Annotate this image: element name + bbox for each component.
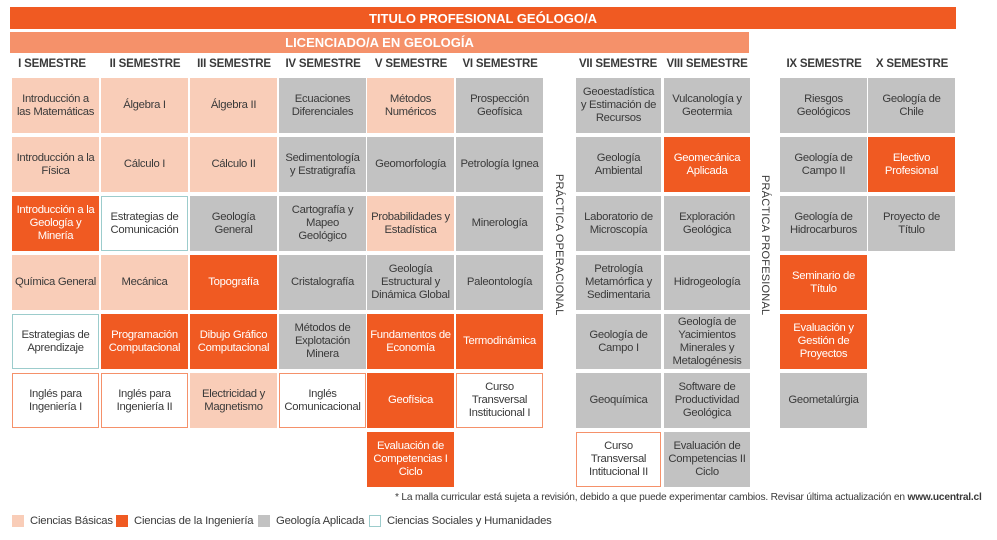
course-cell[interactable]: Inglés para Ingeniería II [101, 373, 188, 428]
course-cell[interactable]: Geoestadística y Estimación de Recursos [576, 78, 661, 133]
course-cell[interactable]: Ecuaciones Diferenciales [279, 78, 366, 133]
semester-header: II SEMESTRE [109, 58, 181, 70]
course-cell[interactable]: Petrología Metamórfica y Sedimentaria [576, 255, 661, 310]
course-cell[interactable]: Geología de Campo II [780, 137, 867, 192]
semester-header: X SEMESTRE [875, 58, 949, 70]
course-cell[interactable]: Cálculo I [101, 137, 188, 192]
course-cell[interactable]: Topografía [190, 255, 277, 310]
note-text: * La malla curricular está sujeta a revi… [395, 492, 908, 503]
legend-label: Ciencias Básicas [30, 515, 113, 527]
course-cell[interactable]: Petrología Ignea [456, 137, 543, 192]
legend-swatch [258, 515, 270, 527]
course-cell[interactable]: Geomorfología [367, 137, 454, 192]
course-cell[interactable]: Proyecto de Título [868, 196, 955, 251]
semester-header: V SEMESTRE [374, 58, 448, 70]
course-cell[interactable]: Geometalúrgia [780, 373, 867, 428]
course-cell[interactable]: Programación Computacional [101, 314, 188, 369]
course-cell[interactable]: Electivo Profesional [868, 137, 955, 192]
course-cell[interactable]: Vulcanología y Geotermia [664, 78, 750, 133]
title-banner: TITULO PROFESIONAL GEÓLOGO/A [10, 7, 956, 29]
course-cell[interactable]: Geología de Yacimientos Minerales y Meta… [664, 314, 750, 369]
program-title: TITULO PROFESIONAL GEÓLOGO/A [369, 10, 597, 26]
semester-header: VIII SEMESTRE [666, 58, 748, 70]
course-cell[interactable]: Estrategias de Comunicación [101, 196, 188, 251]
semester-header: VII SEMESTRE [578, 58, 658, 70]
legend-swatch [116, 515, 128, 527]
course-cell[interactable]: Geología General [190, 196, 277, 251]
semester-header: IX SEMESTRE [786, 58, 862, 70]
course-cell[interactable]: Riesgos Geológicos [780, 78, 867, 133]
legend-ciencias-ingenieria: Ciencias de la Ingeniería [116, 515, 254, 527]
semester-header: I SEMESTRE [18, 58, 86, 70]
course-cell[interactable]: Métodos de Explotación Minera [279, 314, 366, 369]
course-cell[interactable]: Hidrogeología [664, 255, 750, 310]
course-cell[interactable]: Inglés para Ingeniería I [12, 373, 99, 428]
course-cell[interactable]: Cálculo II [190, 137, 277, 192]
course-cell[interactable]: Química General [12, 255, 99, 310]
course-cell[interactable]: Métodos Numéricos [367, 78, 454, 133]
ucentral-link[interactable]: www.ucentral.cl [907, 492, 982, 503]
course-cell[interactable]: Prospección Geofísica [456, 78, 543, 133]
course-cell[interactable]: Introducción a la Física [12, 137, 99, 192]
degree-title: LICENCIADO/A EN GEOLOGÍA [285, 35, 474, 50]
legend-ciencias-basicas: Ciencias Básicas [12, 515, 113, 527]
course-cell[interactable]: Geomecánica Aplicada [664, 137, 750, 192]
course-cell[interactable]: Software de Productividad Geológica [664, 373, 750, 428]
legend-ciencias-sociales: Ciencias Sociales y Humanidades [369, 515, 552, 527]
subtitle-banner: LICENCIADO/A EN GEOLOGÍA [10, 32, 749, 53]
course-cell[interactable]: Evaluación de Competencias II Ciclo [664, 432, 750, 487]
course-cell[interactable]: Geología Ambiental [576, 137, 661, 192]
course-cell[interactable]: Geología de Hidrocarburos [780, 196, 867, 251]
semester-header: VI SEMESTRE [462, 58, 538, 70]
legend-label: Ciencias Sociales y Humanidades [387, 515, 552, 527]
course-cell[interactable]: Seminario de Título [780, 255, 867, 310]
legend-geologia-aplicada: Geología Aplicada [258, 515, 365, 527]
course-cell[interactable]: Geoquímica [576, 373, 661, 428]
course-cell[interactable]: Álgebra II [190, 78, 277, 133]
semester-header: III SEMESTRE [197, 58, 271, 70]
course-cell[interactable]: Introducción a la Geología y Minería [12, 196, 99, 251]
course-cell[interactable]: Mecánica [101, 255, 188, 310]
course-cell[interactable]: Estrategias de Aprendizaje [12, 314, 99, 369]
course-cell[interactable]: Paleontología [456, 255, 543, 310]
course-cell[interactable]: Evaluación de Competencias I Ciclo [367, 432, 454, 487]
legend-swatch [369, 515, 381, 527]
course-cell[interactable]: Minerología [456, 196, 543, 251]
course-cell[interactable]: Probabilidades y Estadística [367, 196, 454, 251]
course-cell[interactable]: Geología de Chile [868, 78, 955, 133]
course-cell[interactable]: Álgebra I [101, 78, 188, 133]
course-cell[interactable]: Dibujo Gráfico Computacional [190, 314, 277, 369]
course-cell[interactable]: Electricidad y Magnetismo [190, 373, 277, 428]
semester-header: IV SEMESTRE [285, 58, 361, 70]
course-cell[interactable]: Evaluación y Gestión de Proyectos [780, 314, 867, 369]
course-cell[interactable]: Geología de Campo I [576, 314, 661, 369]
course-cell[interactable]: Cristalografía [279, 255, 366, 310]
course-cell[interactable]: Geología Estructural y Dinámica Global [367, 255, 454, 310]
course-cell[interactable]: Inglés Comunicacional [279, 373, 366, 428]
legend-label: Geología Aplicada [276, 515, 365, 527]
revision-note: * La malla curricular está sujeta a revi… [395, 492, 982, 503]
course-cell[interactable]: Geofísica [367, 373, 454, 428]
legend-label: Ciencias de la Ingeniería [134, 515, 254, 527]
course-cell[interactable]: Cartografía y Mapeo Geológico [279, 196, 366, 251]
course-cell[interactable]: Fundamentos de Economía [367, 314, 454, 369]
course-cell[interactable]: Sedimentología y Estratigrafía [279, 137, 366, 192]
course-cell[interactable]: Introducción a las Matemáticas [12, 78, 99, 133]
course-cell[interactable]: Curso Transversal Intitucional II [576, 432, 661, 487]
practica-operacional-label: PRÁCTICA OPERACIONAL [553, 174, 565, 316]
course-cell[interactable]: Laboratorio de Microscopía [576, 196, 661, 251]
course-cell[interactable]: Termodinámica [456, 314, 543, 369]
legend-swatch [12, 515, 24, 527]
practica-profesional-label: PRÁCTICA PROFESIONAL [759, 174, 771, 316]
course-cell[interactable]: Exploración Geológica [664, 196, 750, 251]
course-cell[interactable]: Curso Transversal Institucional I [456, 373, 543, 428]
